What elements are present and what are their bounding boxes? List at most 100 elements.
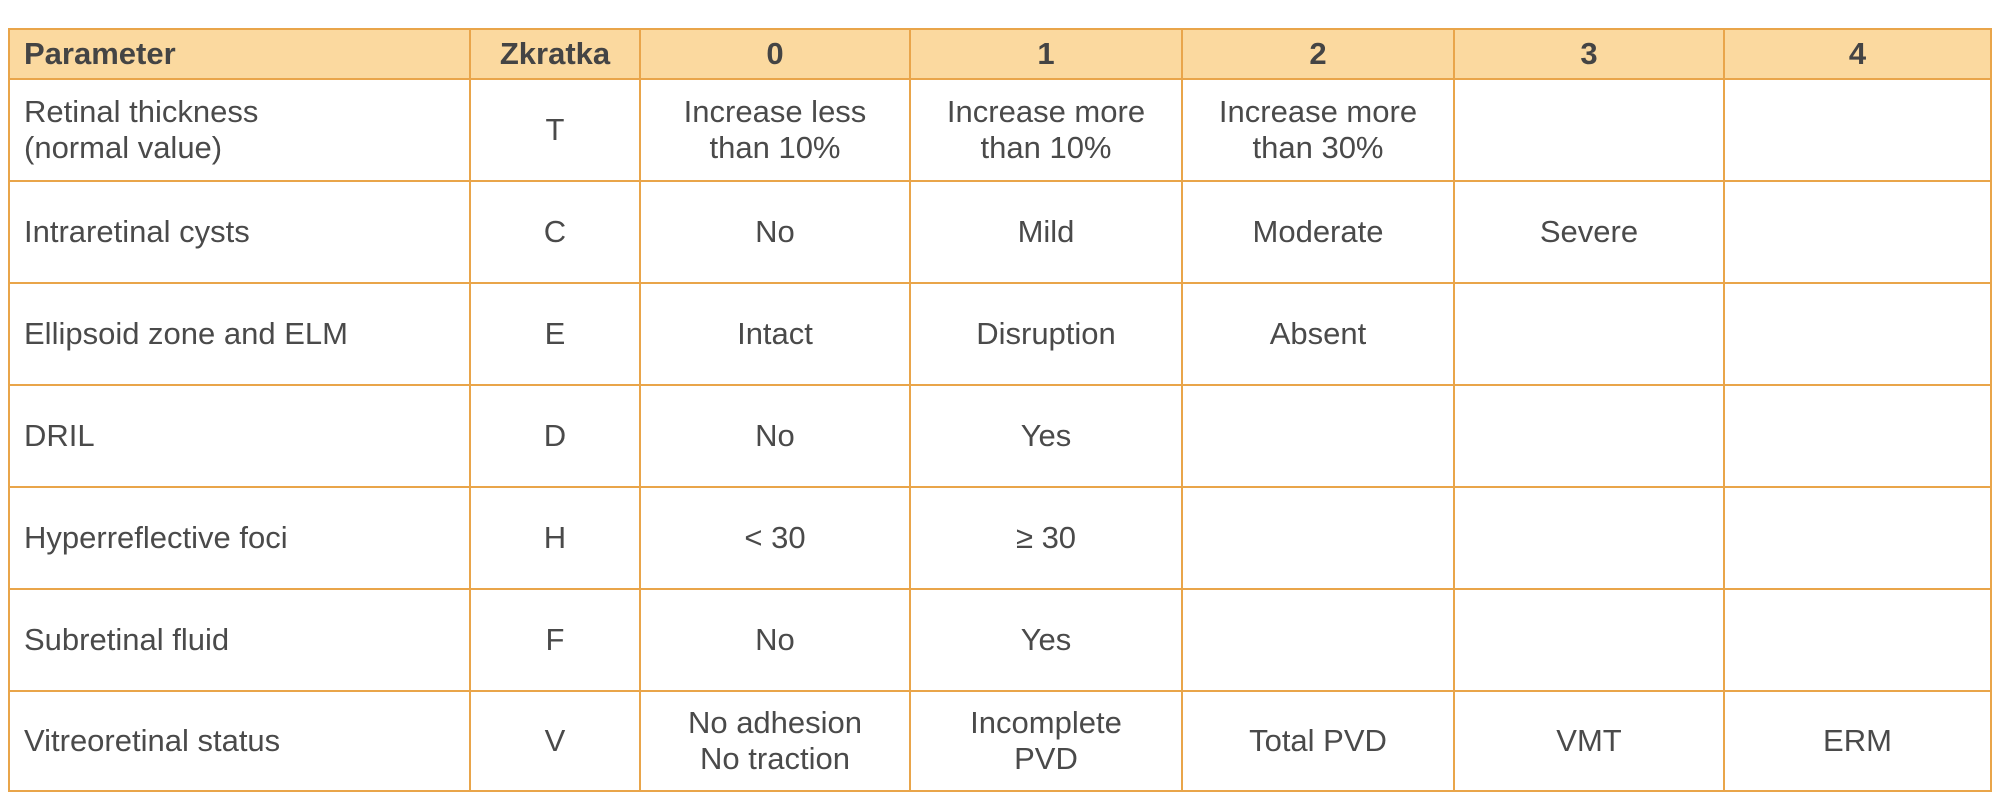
- table-row: Ellipsoid zone and ELM E Intact Disruption A…: [8, 282, 1992, 386]
- parameter-text-line: (normal value): [24, 130, 223, 165]
- table-row: DRIL D No Yes: [8, 384, 1992, 488]
- score-text-line: Mild: [1017, 214, 1075, 249]
- score-text-line: Increase more: [1218, 94, 1418, 129]
- score-4-cell: [1723, 180, 1992, 284]
- score-text-line: No: [755, 622, 795, 657]
- score-text-line: Yes: [1020, 418, 1072, 453]
- cropped-caption-remnant: [0, 0, 2000, 16]
- abbreviation-cell: C: [469, 180, 641, 284]
- score-2-cell: Increase more than 30%: [1181, 78, 1455, 182]
- score-text-line: Total PVD: [1249, 723, 1387, 758]
- score-2-cell: [1181, 588, 1455, 692]
- score-text-line: No adhesion: [687, 705, 863, 740]
- score-4-cell: [1723, 282, 1992, 386]
- parameter-cell: Ellipsoid zone and ELM: [8, 282, 471, 386]
- table-row: Intraretinal cysts C No Mild Moderate Severe: [8, 180, 1992, 284]
- score-1-cell: Yes: [909, 384, 1183, 488]
- score-4-cell: [1723, 384, 1992, 488]
- parameter-cell: Subretinal fluid: [8, 588, 471, 692]
- score-3-cell: [1453, 588, 1725, 692]
- score-text-line: No: [755, 418, 795, 453]
- score-text-line: Intact: [737, 316, 813, 351]
- abbreviation-cell: F: [469, 588, 641, 692]
- score-1-cell: Disruption: [909, 282, 1183, 386]
- score-text-line: Absent: [1269, 316, 1367, 351]
- score-2-cell: Total PVD: [1181, 690, 1455, 792]
- table-header: Parameter Zkratka 0 1 2 3 4: [8, 28, 1992, 80]
- score-0-cell: Intact: [639, 282, 911, 386]
- score-text-line: than 30%: [1252, 130, 1384, 165]
- score-2-cell: Moderate: [1181, 180, 1455, 284]
- parameter-text-line: Vitreoretinal status: [24, 723, 281, 758]
- score-0-cell: No adhesion No traction: [639, 690, 911, 792]
- score-text-line: than 10%: [709, 130, 841, 165]
- abbreviation-cell: H: [469, 486, 641, 590]
- score-1-cell: Increase more than 10%: [909, 78, 1183, 182]
- header-score-0: 0: [639, 28, 911, 80]
- score-0-cell: Increase less than 10%: [639, 78, 911, 182]
- score-1-cell: Incomplete PVD: [909, 690, 1183, 792]
- header-score-3: 3: [1453, 28, 1725, 80]
- classification-table: Parameter Zkratka 0 1 2 3 4 Retinal thic…: [8, 28, 1992, 792]
- score-text-line: PVD: [1014, 741, 1078, 776]
- score-text-line: than 10%: [980, 130, 1112, 165]
- score-3-cell: [1453, 486, 1725, 590]
- parameter-text-line: Hyperreflective foci: [24, 520, 288, 555]
- score-1-cell: Yes: [909, 588, 1183, 692]
- table-row: Subretinal fluid F No Yes: [8, 588, 1992, 692]
- score-text-line: Increase less: [683, 94, 867, 129]
- score-text-line: Yes: [1020, 622, 1072, 657]
- abbreviation-cell: V: [469, 690, 641, 792]
- abbreviation-cell: T: [469, 78, 641, 182]
- score-3-cell: [1453, 282, 1725, 386]
- score-2-cell: [1181, 384, 1455, 488]
- score-text-line: No traction: [700, 741, 850, 776]
- table-row: Vitreoretinal status V No adhesion No tract…: [8, 690, 1992, 792]
- score-4-cell: [1723, 588, 1992, 692]
- score-text-line: Incomplete: [970, 705, 1122, 740]
- parameter-text-line: Subretinal fluid: [24, 622, 230, 657]
- score-2-cell: Absent: [1181, 282, 1455, 386]
- score-3-cell: [1453, 384, 1725, 488]
- header-score-4: 4: [1723, 28, 1992, 80]
- header-score-2: 2: [1181, 28, 1455, 80]
- table-body: Retinal thickness (normal value) T Increase…: [8, 78, 1992, 792]
- score-text-line: ≥ 30: [1015, 520, 1077, 555]
- score-4-cell: [1723, 486, 1992, 590]
- parameter-text-line: DRIL: [24, 418, 95, 453]
- parameter-text-line: Intraretinal cysts: [24, 214, 250, 249]
- table-row: Hyperreflective foci H < 30 ≥ 30: [8, 486, 1992, 590]
- score-4-cell: ERM: [1723, 690, 1992, 792]
- header-score-1: 1: [909, 28, 1183, 80]
- score-3-cell: Severe: [1453, 180, 1725, 284]
- parameter-cell: DRIL: [8, 384, 471, 488]
- header-parameter: Parameter: [8, 28, 471, 80]
- classification-table-container: Parameter Zkratka 0 1 2 3 4 Retinal thic…: [8, 28, 1992, 792]
- abbreviation-cell: E: [469, 282, 641, 386]
- score-3-cell: [1453, 78, 1725, 182]
- score-text-line: VMT: [1556, 723, 1622, 758]
- parameter-cell: Retinal thickness (normal value): [8, 78, 471, 182]
- score-text-line: Moderate: [1252, 214, 1384, 249]
- score-0-cell: No: [639, 384, 911, 488]
- abbreviation-cell: D: [469, 384, 641, 488]
- score-0-cell: < 30: [639, 486, 911, 590]
- header-row: Parameter Zkratka 0 1 2 3 4: [8, 28, 1992, 80]
- score-0-cell: No: [639, 588, 911, 692]
- score-4-cell: [1723, 78, 1992, 182]
- header-abbreviation: Zkratka: [469, 28, 641, 80]
- score-text-line: Disruption: [976, 316, 1116, 351]
- score-1-cell: ≥ 30: [909, 486, 1183, 590]
- score-1-cell: Mild: [909, 180, 1183, 284]
- parameter-cell: Hyperreflective foci: [8, 486, 471, 590]
- parameter-text-line: Ellipsoid zone and ELM: [24, 316, 348, 351]
- parameter-cell: Vitreoretinal status: [8, 690, 471, 792]
- score-3-cell: VMT: [1453, 690, 1725, 792]
- score-text-line: Increase more: [946, 94, 1146, 129]
- score-text-line: Severe: [1539, 214, 1639, 249]
- score-2-cell: [1181, 486, 1455, 590]
- parameter-cell: Intraretinal cysts: [8, 180, 471, 284]
- score-text-line: No: [755, 214, 795, 249]
- score-text-line: < 30: [744, 520, 806, 555]
- score-text-line: ERM: [1823, 723, 1892, 758]
